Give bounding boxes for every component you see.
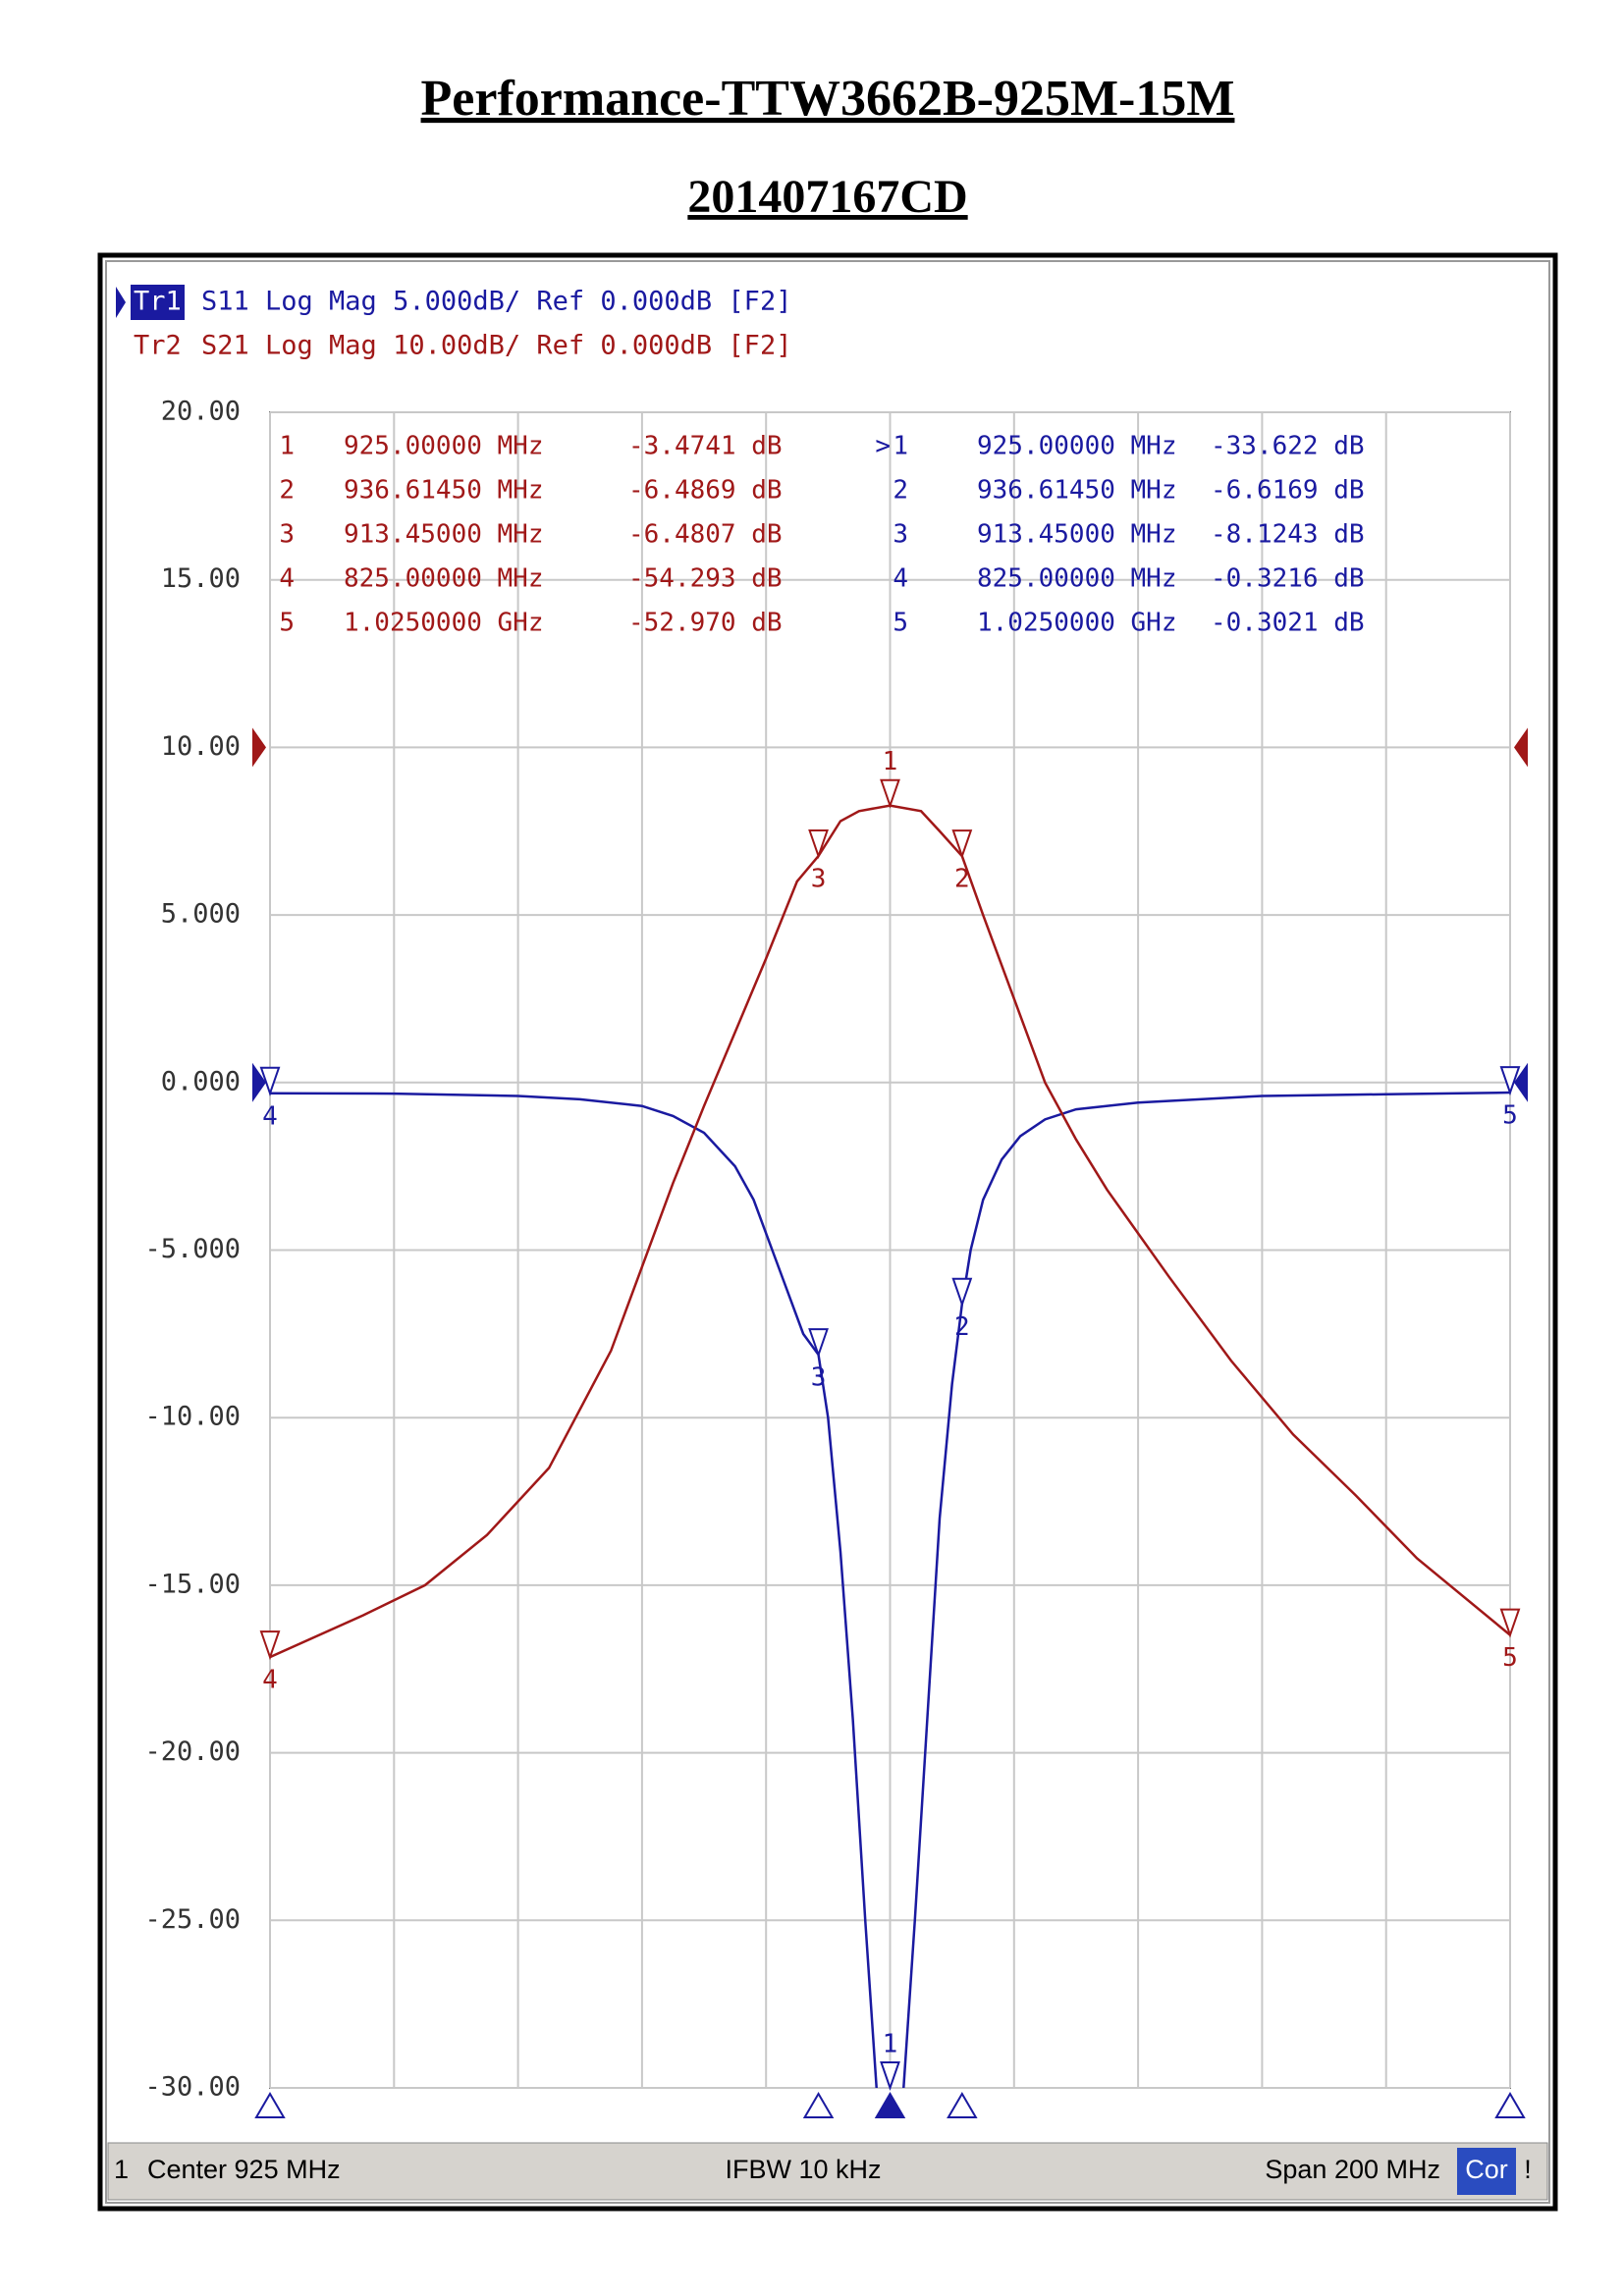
marker <box>951 1277 973 1308</box>
ref-arrow-left <box>252 1062 266 1102</box>
marker <box>880 778 900 809</box>
marker-freq: 936.61450 MHz <box>344 476 544 506</box>
trace-measurement: S21 Log Mag 10.00dB/ Ref 0.000dB [F2] <box>201 331 791 361</box>
marker <box>259 1066 281 1096</box>
marker-freq: 925.00000 MHz <box>977 432 1177 461</box>
marker <box>880 2061 900 2092</box>
marker-name: 2 <box>893 476 908 506</box>
marker-freq: 936.61450 MHz <box>977 476 1177 506</box>
axis-marker <box>947 2092 978 2118</box>
doc-subtitle: 201407167CD <box>687 171 967 223</box>
marker-name: 5 <box>279 609 295 638</box>
marker-value: -33.622 dB <box>1211 432 1365 461</box>
y-tick-label: -30.00 <box>144 2072 241 2103</box>
marker-value: -6.4807 dB <box>628 520 783 550</box>
marker-freq: 925.00000 MHz <box>344 432 544 461</box>
marker-label: 5 <box>1502 1101 1518 1131</box>
axis-marker <box>802 2092 835 2118</box>
trace-line <box>270 1091 1510 2088</box>
y-tick-label: -10.00 <box>144 1402 241 1432</box>
marker-freq: 825.00000 MHz <box>344 564 544 594</box>
marker-label: 1 <box>883 747 898 776</box>
trace-name: Tr2 <box>134 331 182 361</box>
marker-value: -52.970 dB <box>628 609 783 638</box>
marker-value: -54.293 dB <box>628 564 783 594</box>
marker-label: 3 <box>811 865 827 894</box>
span: Span 200 MHz <box>1265 2155 1440 2184</box>
marker-freq: 1.0250000 GHz <box>977 609 1177 638</box>
marker-name: 3 <box>279 520 295 550</box>
channel: 1 <box>114 2155 129 2184</box>
status-bar <box>107 2142 1548 2201</box>
ref-arrow-right <box>1514 1062 1528 1102</box>
marker-label: 2 <box>954 865 970 894</box>
y-tick-label: 10.00 <box>161 731 241 762</box>
ref-arrow-right <box>1514 727 1528 768</box>
screen-inner <box>105 260 1550 2204</box>
marker-value: -8.1243 dB <box>1211 520 1365 550</box>
marker-value: -0.3021 dB <box>1211 609 1365 638</box>
trace-name: Tr1 <box>134 287 182 317</box>
marker-label: 3 <box>811 1363 827 1393</box>
ifbw: IFBW 10 kHz <box>725 2155 881 2184</box>
y-tick-label: -20.00 <box>144 1736 241 1767</box>
marker-label: 5 <box>1502 1643 1518 1673</box>
y-tick-label: -25.00 <box>144 1904 241 1935</box>
marker <box>808 1328 829 1359</box>
marker-name: 2 <box>279 476 295 506</box>
marker-name: 3 <box>893 520 908 550</box>
correction: Cor <box>1465 2155 1508 2184</box>
marker-name: 5 <box>893 609 908 638</box>
marker <box>1499 1066 1521 1096</box>
marker-freq: 913.45000 MHz <box>977 520 1177 550</box>
axis-marker <box>874 2092 906 2118</box>
marker-label: 1 <box>883 2030 898 2059</box>
marker-name: 1 <box>893 432 908 461</box>
y-tick-label: 0.000 <box>161 1066 241 1096</box>
center-freq: Center 925 MHz <box>147 2155 341 2184</box>
marker-label: 4 <box>262 1101 278 1131</box>
y-tick-label: -15.00 <box>144 1569 241 1599</box>
ref-arrow-left <box>252 727 266 768</box>
marker-value: -6.4869 dB <box>628 476 783 506</box>
axis-marker <box>1494 2092 1526 2118</box>
marker <box>808 829 829 860</box>
active-marker-symbol: > <box>875 432 891 461</box>
marker-freq: 1.0250000 GHz <box>344 609 544 638</box>
marker-label: 2 <box>954 1312 970 1342</box>
marker-value: -6.6169 dB <box>1211 476 1365 506</box>
active-trace-box <box>131 285 185 320</box>
doc-title: Performance-TTW3662B-925M-15M <box>421 71 1235 127</box>
marker-name: 1 <box>279 432 295 461</box>
y-tick-label: 5.000 <box>161 899 241 930</box>
active-trace-arrow <box>116 287 126 318</box>
y-tick-label: 20.00 <box>161 397 241 427</box>
marker-value: -3.4741 dB <box>628 432 783 461</box>
marker-freq: 825.00000 MHz <box>977 564 1177 594</box>
y-tick-label: -5.000 <box>144 1234 241 1264</box>
marker <box>951 829 973 860</box>
y-tick-label: 15.00 <box>161 563 241 594</box>
cor-box <box>1457 2148 1516 2195</box>
marker-name: 4 <box>893 564 908 594</box>
marker-value: -0.3216 dB <box>1211 564 1365 594</box>
marker-name: 4 <box>279 564 295 594</box>
axis-marker <box>254 2092 286 2118</box>
status: ! <box>1524 2155 1532 2184</box>
trace-measurement: S11 Log Mag 5.000dB/ Ref 0.000dB [F2] <box>201 287 791 317</box>
marker <box>1499 1608 1521 1638</box>
marker-freq: 913.45000 MHz <box>344 520 544 550</box>
marker-label: 4 <box>262 1666 278 1695</box>
marker <box>259 1630 281 1661</box>
